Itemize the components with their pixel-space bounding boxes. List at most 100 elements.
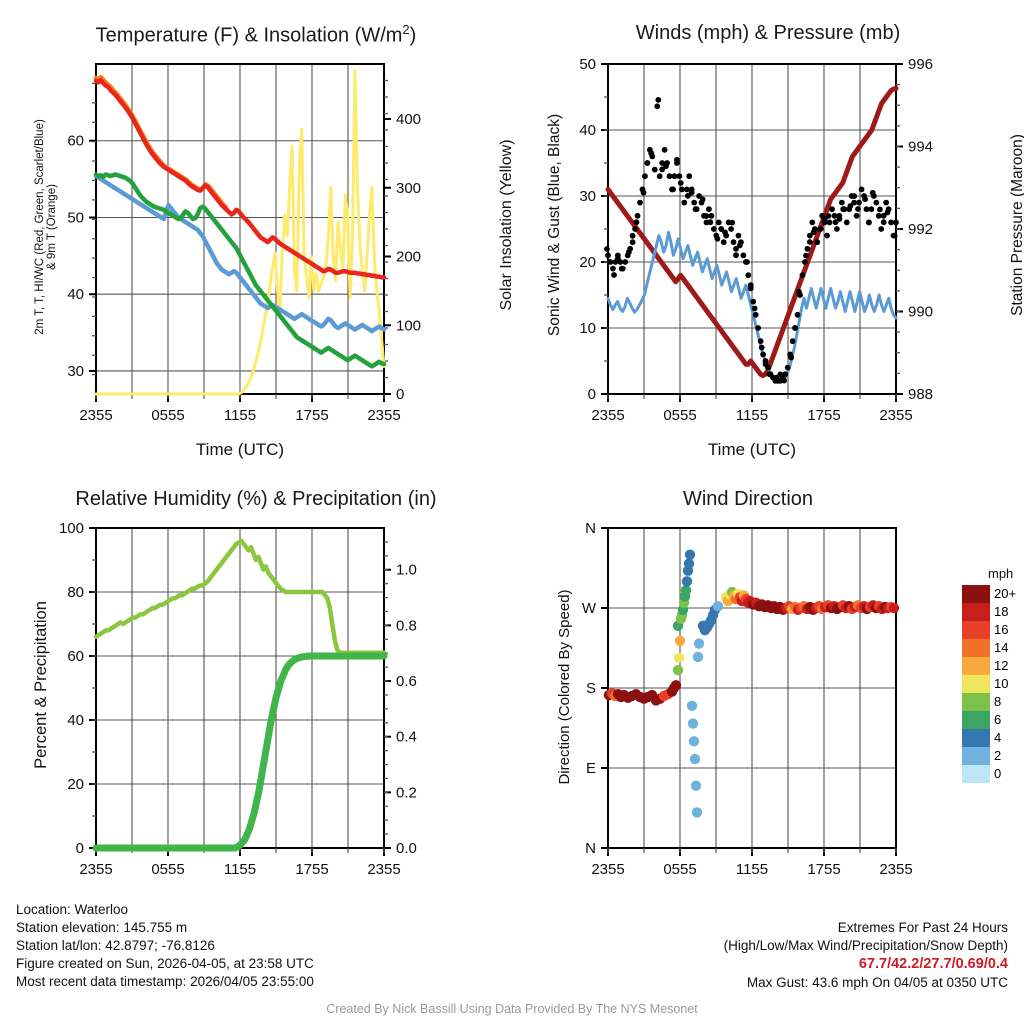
- gust-point: [847, 203, 854, 209]
- gust-point: [728, 226, 734, 232]
- gust-point: [757, 338, 764, 345]
- gust-point: [824, 232, 830, 239]
- axis-tick-label: 0555: [151, 861, 184, 878]
- extremes-heading: Extremes For Past 24 Hours: [837, 920, 1008, 935]
- gust-point: [853, 212, 860, 219]
- gust-point: [809, 219, 816, 226]
- axis-tick-label: 50: [579, 56, 596, 73]
- wind-direction-point: [674, 635, 686, 647]
- colorbar-swatch: [962, 657, 990, 675]
- gust-point: [880, 212, 887, 219]
- axis-tick-label: 10: [579, 320, 596, 337]
- gust-point: [755, 325, 762, 331]
- colorbar[interactable]: [962, 585, 990, 783]
- axis-tick-label: 1155: [224, 861, 256, 878]
- max-gust: Max Gust: 43.6 mph On 04/05 at 0350 UTC: [746, 975, 1008, 990]
- gust-point: [806, 232, 813, 239]
- gust-point: [825, 213, 832, 219]
- wind-direction-point: [683, 558, 695, 569]
- gust-point: [627, 245, 634, 252]
- wind-direction-point: [684, 549, 696, 560]
- axis-tick-label: 30: [579, 188, 596, 205]
- chart-title: Wind Direction: [682, 488, 814, 510]
- gust-point: [884, 209, 891, 216]
- axis-tick-label: 2355: [591, 861, 624, 878]
- gust-point: [740, 252, 747, 259]
- gust-point: [629, 239, 636, 246]
- chart-title: Relative Humidity (%) & Precipitation (i…: [75, 488, 437, 510]
- wind-direction-point: [680, 585, 692, 596]
- axis-tick-label: 0555: [663, 407, 696, 424]
- gust-point: [866, 219, 872, 226]
- gust-point: [851, 199, 858, 206]
- axis-tick-label: 2355: [591, 407, 624, 424]
- gust-point: [840, 206, 847, 213]
- gust-point: [663, 163, 669, 170]
- series-relative-humidity: [93, 538, 387, 656]
- chart-title: Winds (mph) & Pressure (mb): [635, 22, 901, 44]
- gust-point: [607, 259, 614, 265]
- footer-elevation: Station elevation: 145.755 m: [16, 920, 188, 935]
- gust-point: [634, 212, 641, 219]
- gust-point: [862, 196, 868, 203]
- axis-tick-label: 0.8: [396, 617, 417, 634]
- axis-tick-label: N: [585, 840, 596, 857]
- gust-point: [829, 206, 835, 213]
- gust-point: [648, 150, 655, 157]
- gust-point: [836, 216, 843, 222]
- gust-point: [651, 166, 658, 173]
- wind-direction-point: [681, 576, 693, 587]
- axis-tick-label: 200: [396, 249, 421, 266]
- axis-tick-label: 60: [67, 648, 84, 665]
- gust-point: [714, 235, 721, 242]
- axis-tick-label: 50: [67, 209, 84, 226]
- axis-tick-label: 80: [67, 584, 84, 601]
- gust-point: [799, 272, 806, 279]
- axis-tick-label: 0.4: [396, 729, 417, 746]
- gust-point: [674, 156, 680, 163]
- gust-point: [659, 166, 666, 173]
- axis-tick-label: 1755: [807, 407, 840, 424]
- gust-point: [605, 252, 611, 259]
- gust-point: [676, 173, 683, 180]
- gust-point: [810, 229, 817, 236]
- wind-direction-point: [672, 665, 684, 676]
- series-precipitation: [92, 652, 388, 852]
- axis-tick-label: S: [586, 680, 596, 697]
- gust-point: [622, 259, 629, 265]
- gust-point: [781, 377, 788, 384]
- gust-point: [803, 252, 809, 259]
- colorbar-label: 10: [994, 676, 1009, 691]
- gust-point: [708, 212, 715, 219]
- credit-line: Created By Nick Bassill Using Data Provi…: [326, 1002, 698, 1016]
- axis-tick-label: 0: [396, 386, 404, 403]
- gust-point: [814, 239, 821, 246]
- extremes-values: 67.7/42.2/27.7/0.69/0.4: [858, 956, 1008, 972]
- gust-point: [893, 219, 899, 226]
- chart-humidity-precipitation: Relative Humidity (%) & Precipitation (i…: [0, 470, 512, 890]
- gust-point: [817, 226, 824, 232]
- axis-tick-label: 1.0: [396, 562, 417, 579]
- gust-point: [784, 364, 791, 371]
- chart-title: Temperature (F) & Insolation (W/m2): [0, 22, 512, 48]
- colorbar-swatch: [962, 585, 990, 603]
- wind-direction-point: [693, 638, 705, 649]
- gust-point: [875, 212, 882, 219]
- axis-tick-label: 20: [579, 254, 596, 271]
- footer-right: Extremes For Past 24 Hours (High/Low/Max…: [724, 920, 1008, 990]
- wind-direction-point: [692, 651, 704, 663]
- chart-wind-direction: Wind Direction Direction (Colored By Spe…: [512, 470, 1024, 890]
- gust-point: [856, 199, 862, 206]
- gust-point: [891, 232, 898, 239]
- colorbar-label: 0: [994, 766, 1002, 781]
- gust-point: [637, 199, 643, 206]
- wind-direction-point: [691, 807, 703, 818]
- axis-tick-label: 300: [396, 180, 421, 197]
- axis-tick-label: N: [585, 520, 596, 537]
- colorbar-label: 2: [994, 748, 1002, 763]
- gust-point: [715, 219, 722, 226]
- x-axis-title: Time (UTC): [195, 440, 285, 459]
- axis-tick-label: 0.6: [396, 673, 417, 690]
- axis-tick-label: 2355: [79, 861, 112, 878]
- gust-point: [802, 259, 808, 265]
